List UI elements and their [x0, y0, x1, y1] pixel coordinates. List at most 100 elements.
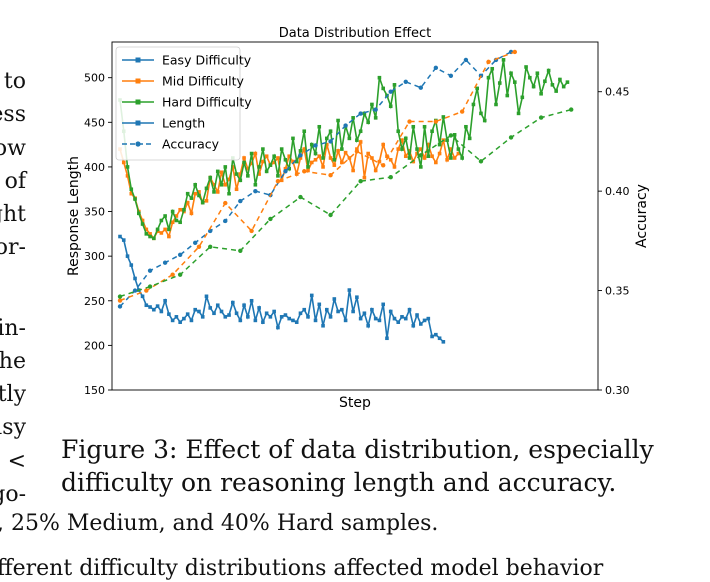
- easy-length-point: [118, 234, 122, 239]
- easy-length-point: [178, 320, 182, 324]
- hard-length-point: [204, 186, 209, 191]
- hard-length-point: [200, 200, 205, 205]
- easy-accuracy-point: [388, 89, 393, 94]
- figure-caption: Figure 3: Effect of data distribution, e…: [61, 435, 654, 497]
- y-tick-label: 250: [84, 295, 105, 308]
- mid-accuracy-point: [486, 59, 491, 65]
- easy-length-point: [430, 334, 434, 339]
- hard-length-point: [133, 197, 137, 201]
- mid-length-point: [231, 165, 235, 169]
- easy-length-point: [343, 318, 348, 323]
- hard-length-point: [400, 147, 404, 151]
- hard-length-point: [219, 182, 224, 187]
- easy-length-point: [362, 311, 367, 316]
- side-text-line-9: tly: [0, 382, 26, 407]
- legend-label-accuracy: Accuracy: [162, 137, 220, 152]
- easy-accuracy-point: [117, 304, 123, 309]
- hard-length-point: [558, 77, 562, 82]
- mid-accuracy-point: [433, 119, 439, 124]
- mid-length-point: [189, 211, 194, 216]
- mid-length-point: [362, 175, 367, 180]
- easy-length-point: [185, 312, 190, 316]
- hard-length-point: [193, 182, 197, 187]
- hard-accuracy-point: [478, 159, 484, 164]
- mid-length-point: [445, 157, 449, 162]
- mid-length-point: [437, 151, 442, 156]
- easy-length-point: [159, 309, 164, 314]
- easy-accuracy-point: [193, 240, 198, 246]
- hard-length-point: [249, 151, 254, 156]
- hard-length-point: [479, 111, 483, 116]
- hard-length-point: [528, 75, 532, 80]
- easy-accuracy-point: [358, 111, 363, 116]
- hard-accuracy-point: [569, 107, 574, 112]
- easy-accuracy-point: [132, 288, 138, 293]
- mid-length-point: [456, 151, 461, 156]
- mid-length-point: [381, 142, 385, 147]
- hard-length-point: [279, 147, 284, 151]
- mid-length-point: [287, 154, 291, 159]
- easy-length-point: [152, 307, 156, 312]
- hard-length-point: [411, 124, 416, 129]
- easy-length-point: [388, 309, 393, 314]
- hard-length-point: [539, 91, 543, 96]
- hard-length-point: [283, 157, 288, 162]
- hard-length-point: [543, 79, 547, 84]
- easy-length-point: [332, 297, 337, 301]
- mid-length-point: [121, 160, 126, 165]
- y2-tick-label: 0.30: [605, 384, 630, 397]
- hard-length-point: [268, 163, 273, 167]
- mid-length-point: [257, 172, 261, 176]
- side-text-line-7: ain-: [0, 316, 26, 341]
- mid-length-point: [313, 157, 318, 162]
- easy-accuracy-point: [283, 169, 288, 174]
- hard-length-point: [426, 154, 431, 159]
- easy-length-point: [392, 316, 397, 321]
- mid-length-point: [197, 190, 201, 194]
- easy-length-line: [119, 235, 444, 343]
- easy-length-point: [257, 306, 261, 310]
- mid-length-point: [366, 151, 370, 156]
- hard-length-line: [119, 59, 569, 240]
- mid-length-point: [328, 156, 333, 160]
- hard-length-point: [332, 157, 337, 162]
- hard-length-point: [396, 129, 401, 134]
- easy-length-point: [133, 276, 137, 281]
- easy-length-point: [426, 316, 431, 321]
- easy-length-point: [340, 307, 344, 312]
- hard-length-point: [182, 207, 186, 212]
- easy-length-point: [189, 318, 194, 323]
- mid-length-point: [400, 138, 404, 142]
- hard-length-point: [505, 93, 510, 98]
- hard-accuracy-point: [418, 153, 423, 158]
- hard-length-point: [234, 172, 239, 176]
- mid-length-point: [309, 160, 314, 165]
- easy-length-point: [309, 293, 314, 298]
- hard-accuracy-point: [208, 244, 213, 250]
- hard-accuracy-point: [177, 272, 183, 277]
- hard-length-point: [430, 129, 434, 134]
- hard-length-point: [261, 147, 265, 151]
- easy-length-point: [246, 315, 250, 319]
- hard-length-point: [516, 111, 521, 116]
- easy-length-point: [170, 318, 175, 323]
- mid-accuracy-point: [144, 288, 149, 293]
- legend-marker-mid-difficulty: [135, 78, 141, 84]
- hard-length-point: [257, 165, 261, 169]
- easy-length-point: [313, 318, 318, 323]
- easy-length-point: [253, 318, 258, 323]
- mid-accuracy-point: [512, 49, 517, 55]
- easy-accuracy-point: [448, 73, 454, 79]
- easy-length-point: [306, 315, 310, 319]
- mid-accuracy-point: [117, 298, 123, 303]
- mid-accuracy-point: [328, 173, 333, 178]
- easy-length-point: [163, 298, 167, 303]
- easy-length-point: [358, 316, 363, 321]
- mid-length-point: [377, 159, 382, 164]
- easy-length-point: [215, 303, 220, 308]
- legend-marker-easy-difficulty: [135, 57, 141, 63]
- easy-length-point: [366, 323, 370, 328]
- easy-length-point: [400, 315, 404, 319]
- mid-length-point: [272, 160, 276, 165]
- hard-length-point: [309, 142, 314, 147]
